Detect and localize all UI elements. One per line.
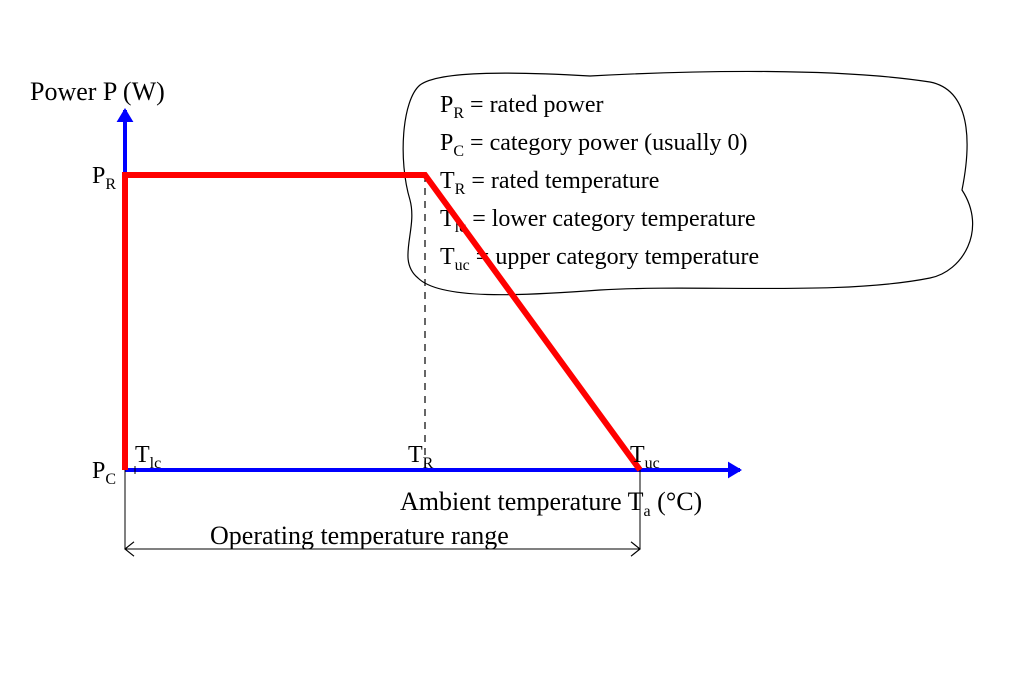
- arrow-head: [117, 108, 134, 122]
- tick-pr: PR: [92, 163, 116, 193]
- legend-line: TR = rated temperature: [440, 168, 659, 198]
- tick-tr: TR: [408, 442, 434, 472]
- arrow-head: [728, 462, 742, 479]
- derating-chart: PR = rated power PC = category power (usu…: [0, 0, 1024, 680]
- range-label: Operating temperature range: [210, 521, 509, 550]
- tick-tlc: Tlc: [135, 442, 161, 472]
- x-axis-label: Ambient temperature Ta (°C): [400, 487, 702, 520]
- legend-line: PR = rated power: [440, 92, 604, 122]
- y-axis-label: Power P (W): [30, 77, 165, 106]
- tick-tuc: Tuc: [630, 442, 660, 472]
- legend-line: Tlc = lower category temperature: [440, 206, 756, 236]
- tick-pc: PC: [92, 458, 116, 488]
- legend-line: PC = category power (usually 0): [440, 130, 747, 160]
